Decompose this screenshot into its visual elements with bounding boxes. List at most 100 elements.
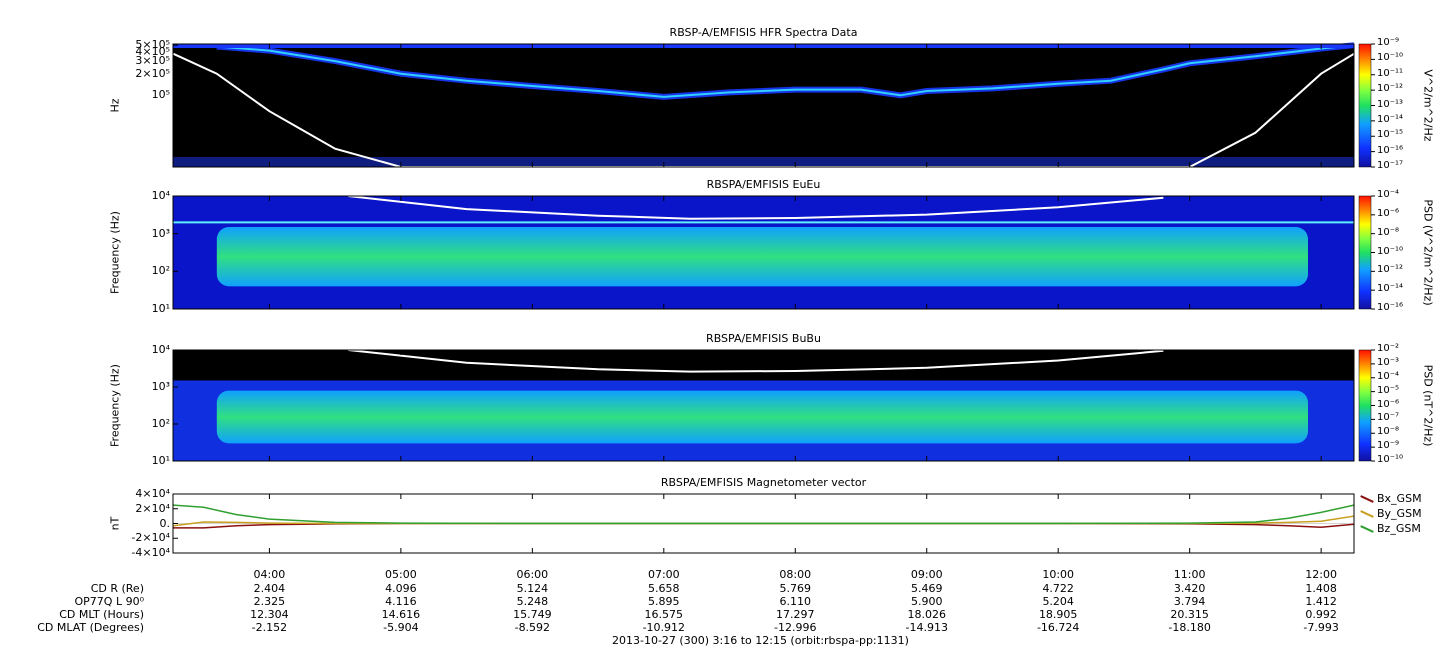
panel-3-colorbar-label: PSD (nT^2/Hz) xyxy=(1421,364,1435,446)
panel-1-plot-area xyxy=(173,44,1354,167)
ephemeris-value: -16.724 xyxy=(1036,621,1080,634)
panel-1-ylabel: Hz xyxy=(108,97,122,113)
y-tick-label: 10¹ xyxy=(151,302,170,315)
y-tick-label: 0. xyxy=(159,516,171,530)
ephemeris-value: 2.404 xyxy=(253,582,286,595)
ephemeris-row-label: CD MLT (Hours) xyxy=(59,608,144,621)
time-tick-label: 04:00 xyxy=(253,568,286,581)
ephemeris-value: 3.420 xyxy=(1173,582,1206,595)
panel-1-colorbar xyxy=(1358,43,1372,168)
y-tick-label: 5×10⁵ xyxy=(135,38,170,52)
ephemeris-value: 12.304 xyxy=(250,608,289,621)
colorbar-tick-label: 10⁻¹⁴ xyxy=(1377,283,1404,295)
panel-4-ylabel: nT xyxy=(108,516,122,530)
panel-2-ylabel: Frequency (Hz) xyxy=(108,210,122,294)
ephemeris-value: -14.913 xyxy=(905,621,948,634)
colorbar-tick-label: 10⁻⁴ xyxy=(1377,189,1400,200)
cyclotron-curve xyxy=(348,349,1164,373)
time-tick-label: 11:00 xyxy=(1173,568,1206,581)
time-tick-label: 08:00 xyxy=(779,568,812,581)
ephemeris-row-label: CD R (Re) xyxy=(90,582,144,595)
ephemeris-value: 4.096 xyxy=(385,582,417,595)
panel-1-colorbar-label: V^2/m^2/Hz xyxy=(1421,68,1435,142)
y-tick-label: 4×10⁴ xyxy=(135,487,170,500)
colorbar-tick-label: 10⁻⁶ xyxy=(1377,398,1400,410)
panel-1 xyxy=(172,42,1375,168)
y-tick-label: 10³ xyxy=(151,226,170,240)
legend-swatch xyxy=(1360,494,1374,503)
panel-3-frame xyxy=(172,349,1355,462)
colorbar-tick-label: 10⁻² xyxy=(1377,343,1400,354)
y-tick-label: 10¹ xyxy=(151,454,170,467)
panel-4 xyxy=(172,493,1355,554)
panel-1-frame xyxy=(172,43,1355,168)
colorbar-tick-label: 10⁻⁴ xyxy=(1377,370,1400,382)
ephemeris-value: 18.026 xyxy=(907,608,946,621)
cyclotron-curve xyxy=(348,195,1164,220)
ephemeris-value: 4.116 xyxy=(385,595,417,608)
ephemeris-value: 0.992 xyxy=(1305,608,1337,621)
ephemeris-value: 16.575 xyxy=(644,608,684,621)
spectral-bright-band xyxy=(216,227,1308,287)
ephemeris-value: 1.412 xyxy=(1305,595,1337,608)
y-tick-label: -2×10⁴ xyxy=(131,531,170,545)
y-tick-label: 10⁵ xyxy=(151,88,170,102)
ephemeris-value: -8.592 xyxy=(514,621,551,634)
y-tick-label: 10⁴ xyxy=(151,343,170,356)
hfr-emission-core xyxy=(216,44,1355,98)
ephemeris-value: 15.749 xyxy=(513,608,552,621)
legend-Bx_GSM: Bx_GSM xyxy=(1360,492,1422,505)
ephemeris-value: 5.124 xyxy=(516,582,549,595)
colorbar-tick-label: 10⁻¹⁵ xyxy=(1377,129,1404,141)
colorbar-tick-label: 10⁻¹³ xyxy=(1377,98,1404,110)
panel-3-ylabel: Frequency (Hz) xyxy=(108,363,122,447)
colorbar-tick-label: 10⁻¹⁰ xyxy=(1377,52,1404,64)
ephemeris-value: 3.794 xyxy=(1173,595,1206,608)
ephemeris-value: 6.110 xyxy=(779,595,812,608)
colorbar-tick-label: 10⁻¹⁰ xyxy=(1377,454,1404,465)
ephemeris-value: -12.996 xyxy=(774,621,817,634)
colorbar-tick-label: 10⁻⁵ xyxy=(1377,384,1400,396)
colorbar-tick-label: 10⁻⁷ xyxy=(1377,412,1400,424)
legend-swatch xyxy=(1360,524,1374,533)
time-tick-label: 07:00 xyxy=(647,568,680,581)
ephemeris-row-label: OP77Q L 90⁰ xyxy=(74,595,144,608)
ephemeris-row-label: CD MLAT (Degrees) xyxy=(37,621,144,634)
colorbar-tick-label: 10⁻⁶ xyxy=(1377,207,1400,219)
time-tick-label: 09:00 xyxy=(910,568,943,581)
y-tick-label: -4×10⁴ xyxy=(131,546,170,559)
panel-3 xyxy=(172,349,1375,462)
colorbar-tick-label: 10⁻¹⁷ xyxy=(1377,160,1404,171)
ephemeris-value: 5.248 xyxy=(516,595,549,608)
legend-By_GSM: By_GSM xyxy=(1360,507,1422,520)
colorbar-tick-label: 10⁻³ xyxy=(1377,356,1400,368)
colorbar-tick-label: 10⁻¹⁶ xyxy=(1377,302,1404,313)
colorbar-tick-label: 10⁻¹² xyxy=(1377,83,1404,95)
panel-4-title: RBSPA/EMFISIS Magnetometer vector xyxy=(660,476,867,489)
legend-label: Bx_GSM xyxy=(1377,492,1422,505)
y-tick-label: 3×10⁵ xyxy=(135,54,170,68)
colorbar-tick-label: 10⁻¹¹ xyxy=(1377,67,1404,79)
ephemeris-value: 5.658 xyxy=(648,582,680,595)
y-tick-label: 2×10⁴ xyxy=(135,501,170,515)
y-tick-label: 10⁴ xyxy=(151,189,170,202)
legend-swatch xyxy=(1360,509,1374,518)
ephemeris-value: -5.904 xyxy=(383,621,419,634)
ephemeris-value: -10.912 xyxy=(642,621,686,634)
ephemeris-value: 5.469 xyxy=(910,582,943,595)
y-tick-label: 4×10⁵ xyxy=(135,45,170,59)
ephemeris-value: 2.325 xyxy=(253,595,286,608)
ephemeris-value: -18.180 xyxy=(1168,621,1211,634)
y-tick-label: 10³ xyxy=(151,380,170,393)
panel-2 xyxy=(172,195,1375,310)
spectral-bright-band xyxy=(216,390,1308,444)
colorbar-tick-label: 10⁻⁹ xyxy=(1377,37,1400,48)
ephemeris-value: 5.769 xyxy=(779,582,812,595)
y-tick-label: 10² xyxy=(151,264,170,278)
panel-2-title: RBSPA/EMFISIS EuEu xyxy=(706,178,821,191)
ephemeris-value: 17.297 xyxy=(776,608,815,621)
ephemeris-value: 1.408 xyxy=(1305,582,1337,595)
colorbar-tick-label: 10⁻⁸ xyxy=(1377,226,1400,238)
